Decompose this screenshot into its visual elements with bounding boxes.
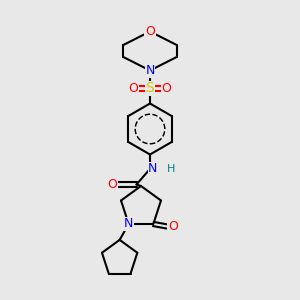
- Text: S: S: [146, 82, 154, 95]
- Text: O: O: [168, 220, 178, 233]
- Text: O: O: [162, 82, 171, 95]
- Text: N: N: [145, 64, 155, 77]
- Text: O: O: [108, 178, 117, 191]
- Text: H: H: [167, 164, 175, 174]
- Text: O: O: [145, 25, 155, 38]
- Text: O: O: [129, 82, 138, 95]
- Text: N: N: [124, 218, 133, 230]
- Text: N: N: [148, 162, 158, 176]
